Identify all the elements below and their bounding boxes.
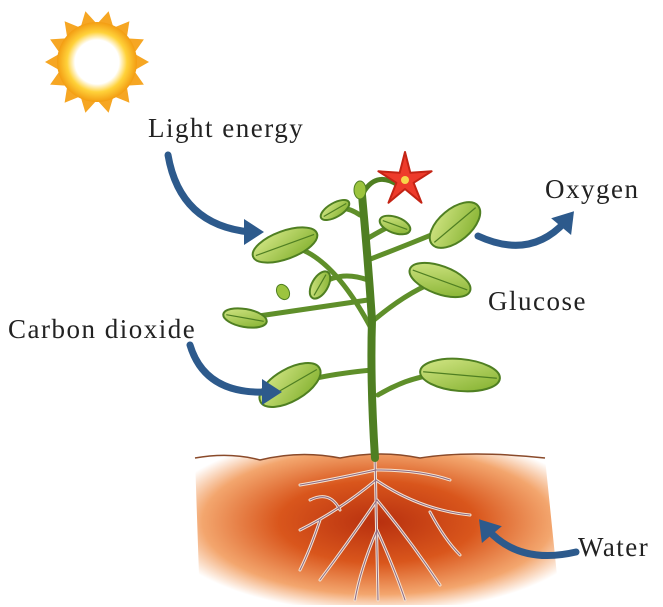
label: Carbon dioxide <box>8 314 196 344</box>
label: Water <box>578 532 649 562</box>
bud <box>274 282 292 302</box>
arrow-body <box>190 345 268 392</box>
sun <box>57 22 137 102</box>
photosynthesis-diagram: Light energy Oxygen Glucose Carbon dioxide W… <box>0 0 663 607</box>
flower-center <box>401 176 409 184</box>
arrow-body <box>168 155 250 232</box>
arrow-body <box>478 222 565 245</box>
label: Glucose <box>488 286 587 316</box>
page: Light energy Oxygen Glucose Carbon dioxide W… <box>0 0 663 607</box>
bud <box>354 181 366 199</box>
label: Oxygen <box>545 174 639 204</box>
label: Light energy <box>148 113 304 143</box>
